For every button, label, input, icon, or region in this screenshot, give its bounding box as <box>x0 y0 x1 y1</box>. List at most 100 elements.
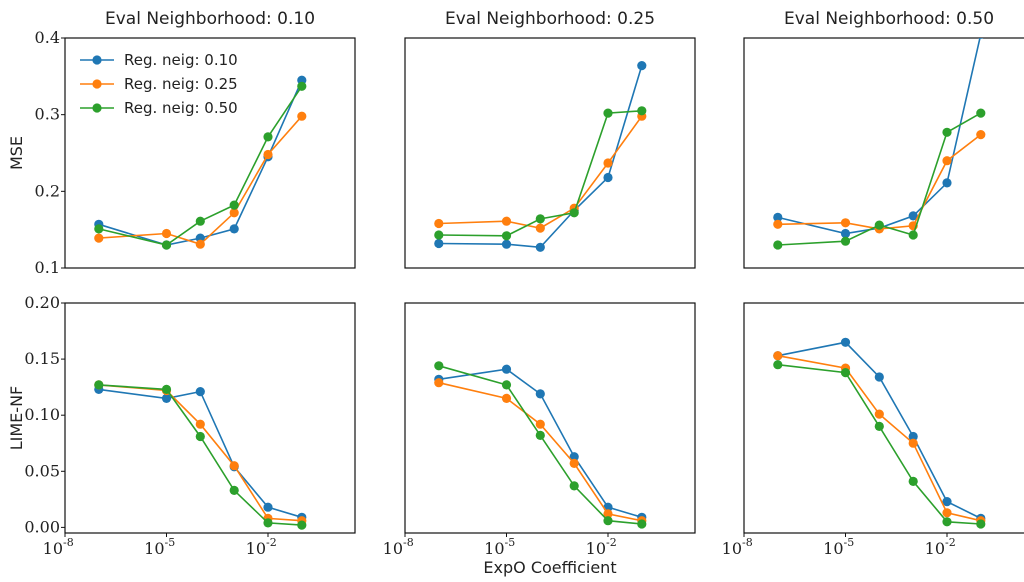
data-point <box>94 224 104 234</box>
data-point <box>434 238 444 249</box>
data-point <box>229 485 239 495</box>
data-point <box>263 132 273 142</box>
series-line <box>777 354 981 522</box>
x-tick-label: 10 -2 <box>586 536 617 558</box>
data-point <box>978 38 984 39</box>
x-tick-label: 10 -8 <box>43 536 74 558</box>
data-point <box>195 419 205 429</box>
subplot-mse-2 <box>743 37 1024 269</box>
y-axis-label: LIME-NF <box>7 386 26 451</box>
data-point <box>908 431 918 442</box>
data-point <box>501 231 512 241</box>
series-line <box>438 65 643 249</box>
x-tick-label: 10 -8 <box>383 536 414 558</box>
series-line <box>777 341 982 520</box>
x-tick-base: 10 <box>144 539 164 558</box>
data-point <box>501 239 512 249</box>
data-point <box>161 393 172 403</box>
data-point <box>908 438 918 448</box>
x-tick-label: 10 -5 <box>823 536 854 558</box>
data-point <box>603 108 613 118</box>
data-point <box>976 519 986 529</box>
panel-title: Eval Neighborhood: 0.50 <box>784 9 994 29</box>
series-line <box>777 133 982 230</box>
data-point <box>263 502 273 512</box>
data-point <box>229 208 239 218</box>
legend-marker <box>92 103 102 113</box>
series-layer <box>434 61 647 252</box>
series-line <box>98 384 302 522</box>
subplot-lime_nf-1: 10 -8 10 -5 10 -2 <box>383 302 696 558</box>
data-point <box>942 497 952 507</box>
series-layer <box>773 38 986 250</box>
legend: Reg. neig: 0.10 Reg. neig: 0.25 Reg. neig:… <box>80 51 238 117</box>
data-point <box>434 361 444 371</box>
data-point <box>434 378 444 388</box>
data-point <box>942 178 952 188</box>
x-tick-base: 10 <box>484 539 504 558</box>
data-point <box>94 380 104 390</box>
data-point <box>773 351 783 361</box>
data-point <box>195 431 205 442</box>
x-tick-label: 10 -5 <box>144 536 175 558</box>
data-point <box>976 130 986 140</box>
series-line <box>438 110 642 237</box>
x-tick-exponent: -2 <box>266 536 277 549</box>
x-tick-base: 10 <box>246 539 266 558</box>
y-tick-label: 0.00 <box>24 517 60 536</box>
data-point <box>908 476 918 486</box>
series-layer <box>94 75 307 250</box>
data-point <box>569 208 579 218</box>
data-point <box>501 380 512 390</box>
series-line <box>438 115 643 229</box>
axes-frame <box>64 302 356 534</box>
data-point <box>161 384 172 394</box>
data-point <box>535 223 545 233</box>
legend-entry-label: Reg. neig: 0.25 <box>124 75 238 93</box>
x-tick-base: 10 <box>43 539 63 558</box>
data-point <box>195 239 205 249</box>
data-point <box>535 214 545 224</box>
x-tick-exponent: -2 <box>606 536 617 549</box>
series-line <box>438 365 642 525</box>
subplot-lime_nf-2: 10 -8 10 -5 10 -2 <box>722 302 1024 558</box>
series-layer <box>94 380 307 530</box>
data-point <box>773 240 783 250</box>
data-point <box>874 409 884 419</box>
series-line <box>777 112 982 246</box>
data-point <box>569 481 579 491</box>
data-point <box>840 236 851 246</box>
data-point <box>263 518 273 528</box>
data-point <box>942 127 952 137</box>
data-point <box>908 230 918 240</box>
y-axis-label: MSE <box>7 136 26 170</box>
y-tick-label: 0.4 <box>35 28 60 47</box>
x-tick-label: 10 -2 <box>246 536 277 558</box>
data-point <box>942 156 952 166</box>
subplot-mse-0: 0.1 0.2 0.3 0.4 MSE <box>7 28 356 277</box>
data-point <box>908 211 918 221</box>
data-point <box>434 218 444 229</box>
x-tick-exponent: -5 <box>505 536 516 549</box>
series-line <box>98 384 302 526</box>
y-tick-label: 0.15 <box>24 349 60 368</box>
subplot-mse-1 <box>404 37 696 269</box>
legend-marker <box>92 55 102 65</box>
x-tick-base: 10 <box>383 539 403 558</box>
data-point <box>603 509 613 519</box>
x-tick-exponent: -8 <box>742 536 753 549</box>
data-point <box>297 81 307 91</box>
data-point <box>535 430 545 440</box>
data-point <box>263 149 273 160</box>
series-line <box>777 363 981 525</box>
data-point <box>297 111 307 121</box>
data-point <box>840 228 851 239</box>
data-point <box>874 220 884 230</box>
series-line <box>777 38 981 235</box>
x-tick-label: 10 -5 <box>484 536 515 558</box>
x-tick-exponent: -8 <box>403 536 414 549</box>
data-point <box>535 242 545 252</box>
series-layer <box>434 361 647 529</box>
